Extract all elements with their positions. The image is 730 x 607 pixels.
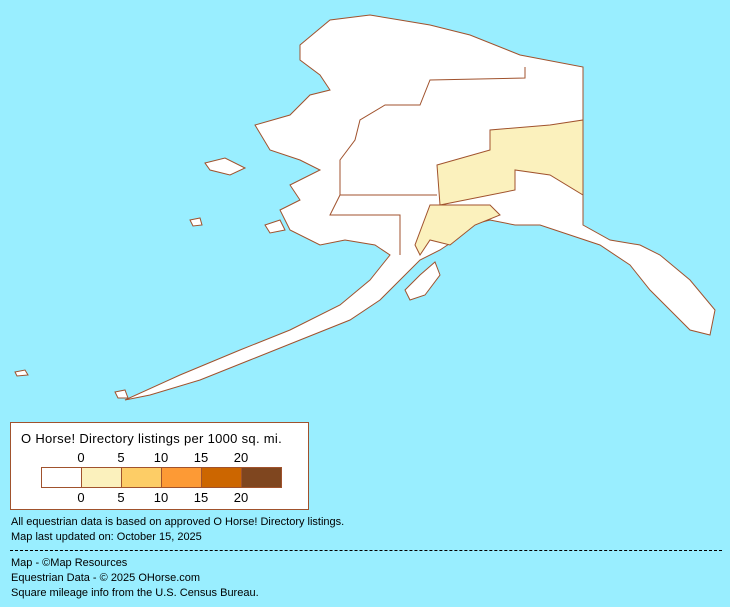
legend-tick: 15 xyxy=(193,450,209,465)
legend-tick: 0 xyxy=(77,450,85,465)
legend-swatch xyxy=(82,468,122,487)
kodiak-island xyxy=(404,261,441,301)
legend-tick: 5 xyxy=(117,490,125,505)
legend-tick: 5 xyxy=(117,450,125,465)
legend-tick: 10 xyxy=(153,490,169,505)
divider xyxy=(10,550,722,551)
st-lawrence-island xyxy=(204,157,247,176)
legend-swatch xyxy=(122,468,162,487)
legend: O Horse! Directory listings per 1000 sq.… xyxy=(10,422,309,510)
legend-tick: 0 xyxy=(77,490,85,505)
region-interior-east[interactable] xyxy=(436,119,584,206)
legend-tick: 10 xyxy=(153,450,169,465)
map-credit: Map - ©Map Resources xyxy=(11,557,128,569)
legend-swatch xyxy=(162,468,202,487)
legend-tick: 20 xyxy=(233,450,249,465)
borough-boundaries xyxy=(329,194,401,255)
borough-boundaries xyxy=(339,67,526,196)
legend-tick: 15 xyxy=(193,490,209,505)
aleutian-islands xyxy=(114,389,129,399)
legend-color-bar xyxy=(41,467,282,488)
aleutian-islands xyxy=(189,217,203,227)
alaska-mainland[interactable] xyxy=(124,14,716,401)
legend-swatch xyxy=(242,468,281,487)
aleutian-islands xyxy=(14,369,29,377)
data-basis-note: All equestrian data is based on approved… xyxy=(11,516,345,528)
legend-title: O Horse! Directory listings per 1000 sq.… xyxy=(21,431,283,446)
legend-swatch xyxy=(42,468,82,487)
legend-tick: 20 xyxy=(233,490,249,505)
census-credit: Square mileage info from the U.S. Census… xyxy=(11,587,259,599)
alaska-map xyxy=(14,14,716,401)
legend-swatch xyxy=(202,468,242,487)
data-credit: Equestrian Data - © 2025 OHorse.com xyxy=(11,572,201,584)
nunivak-island xyxy=(264,219,286,234)
updated-note: Map last updated on: October 15, 2025 xyxy=(11,531,202,543)
region-southcentral[interactable] xyxy=(414,204,501,256)
